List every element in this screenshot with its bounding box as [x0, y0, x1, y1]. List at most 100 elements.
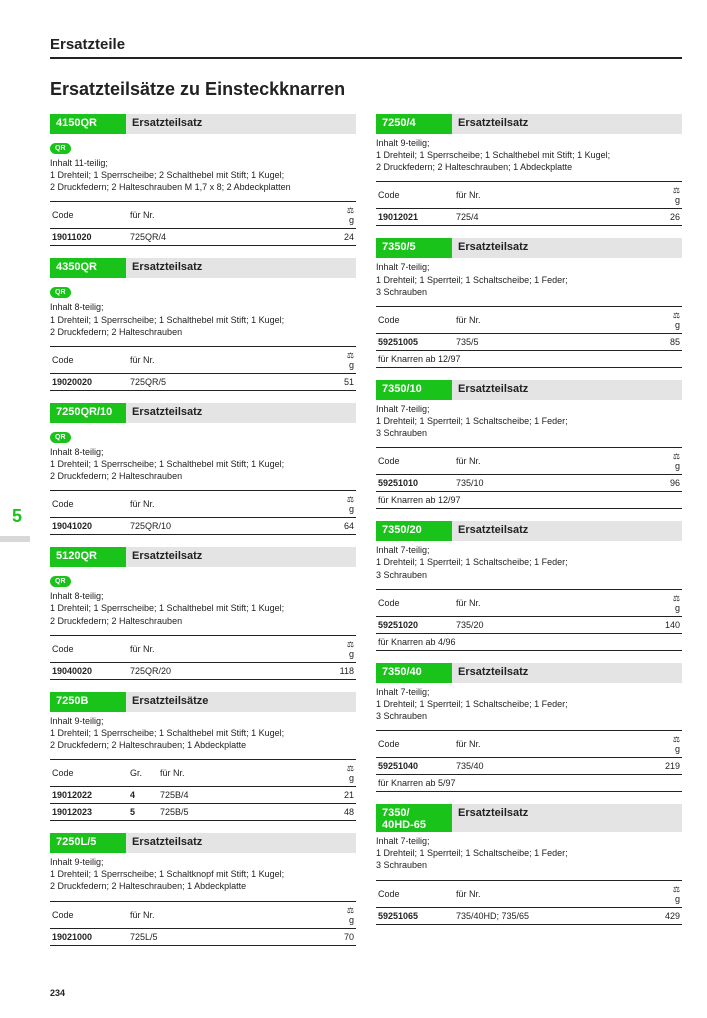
product-subtitle: Ersatzteilsatz — [126, 114, 356, 134]
product-code-badge: 5120QR — [50, 547, 126, 567]
product-code-badge: 4350QR — [50, 258, 126, 278]
table-note: für Knarren ab 5/97 — [376, 775, 682, 792]
table-note: für Knarren ab 4/96 — [376, 633, 682, 650]
product-subtitle: Ersatzteilsatz — [126, 258, 356, 278]
weight-unit: g — [675, 603, 680, 613]
cell-code: 59251065 — [376, 907, 454, 924]
product-description: Inhalt 8-teilig;1 Drehteil; 1 Sperrschei… — [50, 446, 356, 482]
col-fuer-nr: für Nr. — [128, 901, 318, 928]
weight-icon: ⚖ — [347, 496, 354, 504]
product-subtitle: Ersatzteilsatz — [452, 238, 682, 258]
col-code: Code — [50, 346, 128, 373]
qr-badge: QR — [50, 287, 71, 298]
cell-weight: 24 — [318, 229, 356, 246]
table-row: 59251065735/40HD; 735/65429 — [376, 907, 682, 924]
table-row: 59251005735/585 — [376, 333, 682, 350]
cell-weight: 140 — [644, 616, 682, 633]
weight-unit: g — [349, 649, 354, 659]
product-description: Inhalt 8-teilig;1 Drehteil; 1 Sperrschei… — [50, 301, 356, 337]
product-block: 7350/20ErsatzteilsatzInhalt 7-teilig;1 D… — [376, 521, 682, 650]
table-note: für Knarren ab 12/97 — [376, 492, 682, 509]
cell-code: 19020020 — [50, 373, 128, 390]
weight-icon: ⚖ — [347, 207, 354, 215]
weight-unit: g — [675, 894, 680, 904]
product-block: 7350/40HD-65ErsatzteilsatzInhalt 7-teili… — [376, 804, 682, 924]
weight-icon: ⚖ — [673, 595, 680, 603]
col-code: Code — [50, 760, 128, 787]
col-code: Code — [376, 306, 454, 333]
cell-fuer: 725B/4 — [158, 787, 318, 804]
product-table: Codefür Nr. ⚖g 19041020725QR/1064 — [50, 490, 356, 535]
page-title: Ersatzteilsätze zu Einsteckknarren — [50, 79, 682, 100]
col-fuer-nr: für Nr. — [454, 448, 644, 475]
cell-code: 19012023 — [50, 804, 128, 821]
cell-weight: 219 — [644, 758, 682, 775]
cell-fuer: 725QR/20 — [128, 662, 318, 679]
table-row: 19040020725QR/20118 — [50, 662, 356, 679]
weight-unit: g — [349, 360, 354, 370]
table-row: 19012021725/426 — [376, 209, 682, 226]
weight-unit: g — [349, 504, 354, 514]
col-code: Code — [376, 589, 454, 616]
cell-code: 19012022 — [50, 787, 128, 804]
weight-unit: g — [349, 773, 354, 783]
cell-weight: 26 — [644, 209, 682, 226]
product-block: 7350/40ErsatzteilsatzInhalt 7-teilig;1 D… — [376, 663, 682, 792]
cell-weight: 48 — [318, 804, 356, 821]
col-gr: Gr. — [128, 760, 158, 787]
product-code-badge: 7250QR/10 — [50, 403, 126, 423]
weight-unit: g — [349, 215, 354, 225]
product-subtitle: Ersatzteilsatz — [452, 663, 682, 683]
cell-code: 59251005 — [376, 333, 454, 350]
product-description: Inhalt 7-teilig;1 Drehteil; 1 Sperrteil;… — [376, 835, 682, 871]
cell-gr: 4 — [128, 787, 158, 804]
col-code: Code — [376, 448, 454, 475]
cell-weight: 70 — [318, 928, 356, 945]
weight-icon: ⚖ — [673, 312, 680, 320]
cell-fuer: 735/40 — [454, 758, 644, 775]
col-fuer-nr: für Nr. — [128, 346, 318, 373]
weight-unit: g — [675, 744, 680, 754]
cell-weight: 64 — [318, 518, 356, 535]
cell-fuer: 725QR/4 — [128, 229, 318, 246]
col-code: Code — [50, 202, 128, 229]
product-code-badge: 7250/4 — [376, 114, 452, 134]
product-subtitle: Ersatzteilsatz — [452, 521, 682, 541]
page-number: 234 — [50, 988, 682, 998]
weight-unit: g — [675, 195, 680, 205]
col-fuer-nr: für Nr. — [454, 182, 644, 209]
product-description: Inhalt 11-teilig;1 Drehteil; 1 Sperrsche… — [50, 157, 356, 193]
cell-fuer: 725/4 — [454, 209, 644, 226]
col-code: Code — [376, 182, 454, 209]
col-code: Code — [50, 491, 128, 518]
product-subtitle: Ersatzteilsatz — [452, 114, 682, 134]
cell-fuer: 735/40HD; 735/65 — [454, 907, 644, 924]
product-description: Inhalt 7-teilig;1 Drehteil; 1 Sperrteil;… — [376, 261, 682, 297]
product-table: Codefür Nr.⚖g59251005735/585für Knarren … — [376, 306, 682, 368]
cell-code: 19041020 — [50, 518, 128, 535]
product-description: Inhalt 7-teilig;1 Drehteil; 1 Sperrteil;… — [376, 544, 682, 580]
product-table: Codefür Nr.⚖g59251020735/20140für Knarre… — [376, 589, 682, 651]
product-table: Codefür Nr.⚖g19011020725QR/424 — [50, 201, 356, 246]
cell-fuer: 735/20 — [454, 616, 644, 633]
weight-icon: ⚖ — [673, 453, 680, 461]
product-subtitle: Ersatzteilsatz — [126, 833, 356, 853]
product-table: Codefür Nr.⚖g19040020725QR/20118 — [50, 635, 356, 680]
column-left: 4150QRErsatzteilsatzQRInhalt 11-teilig;1… — [50, 114, 356, 958]
product-code-badge: 7350/40 — [376, 663, 452, 683]
cell-code: 19040020 — [50, 662, 128, 679]
cell-fuer: 725QR/10 — [128, 518, 318, 535]
product-code-badge: 4150QR — [50, 114, 126, 134]
side-marker-bar — [0, 536, 30, 542]
product-block: 7250BErsatzteilsätzeInhalt 9-teilig;1 Dr… — [50, 692, 356, 821]
qr-badge: QR — [50, 432, 71, 443]
product-subtitle: Ersatzteilsatz — [126, 403, 356, 423]
col-code: Code — [50, 901, 128, 928]
cell-weight: 118 — [318, 662, 356, 679]
product-table: Codefür Nr.⚖g19021000725L/570 — [50, 901, 356, 946]
col-fuer-nr: für Nr. — [128, 491, 318, 518]
table-row: 19041020725QR/1064 — [50, 518, 356, 535]
product-table: Codefür Nr.⚖g19012021725/426 — [376, 181, 682, 226]
cell-fuer: 725L/5 — [128, 928, 318, 945]
product-table: Codefür Nr.⚖g59251065735/40HD; 735/65429 — [376, 880, 682, 925]
